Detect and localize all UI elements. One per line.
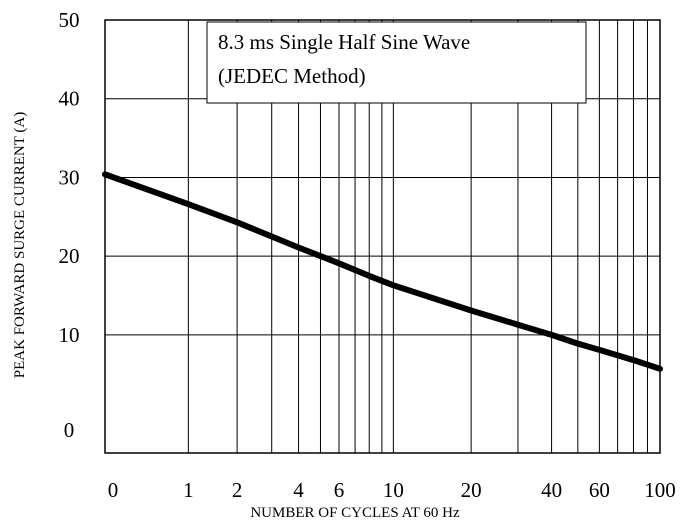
y-tick-label: 40 <box>59 87 80 111</box>
series-line <box>102 171 663 372</box>
x-tick-label: 20 <box>461 478 482 502</box>
x-tick-label: 6 <box>334 478 345 502</box>
x-tick-labels: 0 1 2 4 6 10 20 40 60 100 <box>108 478 676 502</box>
plot-frame <box>104 19 661 454</box>
y-tick-label: 0 <box>64 418 75 442</box>
annotation-line-1: 8.3 ms Single Half Sine Wave <box>218 30 470 54</box>
x-tick-label: 100 <box>644 478 676 502</box>
y-tick-label: 50 <box>59 8 80 32</box>
y-tick-label: 10 <box>59 323 80 347</box>
x-tick-label: 60 <box>589 478 610 502</box>
y-axis-label: PEAK FORWARD SURGE CURRENT (A) <box>12 112 28 378</box>
annotation-box <box>206 21 587 104</box>
x-tick-label: 2 <box>232 478 243 502</box>
x-tick-label: 0 <box>108 478 119 502</box>
y-tick-labels: 0 10 20 30 40 50 <box>59 8 80 442</box>
y-tick-label: 30 <box>59 165 80 189</box>
x-axis-label: NUMBER OF CYCLES AT 60 Hz <box>250 505 460 521</box>
y-tick-label: 20 <box>59 244 80 268</box>
x-tick-label: 40 <box>541 478 562 502</box>
x-tick-label: 4 <box>293 478 304 502</box>
x-tick-label: 10 <box>383 478 404 502</box>
annotation-line-2: (JEDEC Method) <box>218 64 366 88</box>
x-tick-label: 1 <box>183 478 194 502</box>
